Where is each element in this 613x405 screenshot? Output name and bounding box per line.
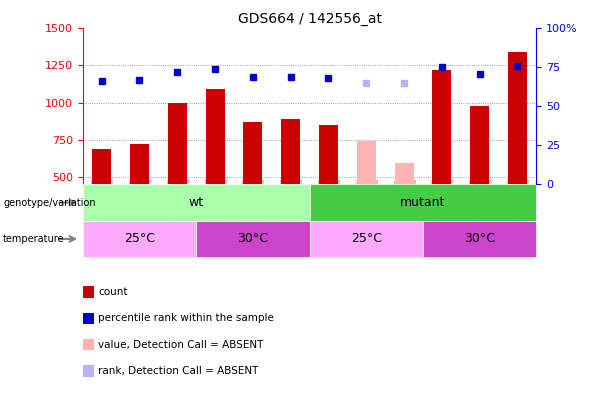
Text: rank, Detection Call = ABSENT: rank, Detection Call = ABSENT [98, 366, 259, 376]
Bar [243, 122, 262, 184]
Text: temperature: temperature [3, 234, 64, 244]
Bar [168, 102, 187, 184]
Bar [281, 119, 300, 184]
Text: mutant: mutant [400, 196, 446, 209]
Text: genotype/variation: genotype/variation [3, 198, 96, 207]
Text: value, Detection Call = ABSENT: value, Detection Call = ABSENT [98, 340, 264, 350]
Bar [470, 106, 489, 184]
Bar [508, 52, 527, 184]
Bar [196, 221, 310, 257]
Text: 25°C: 25°C [124, 232, 155, 245]
Title: GDS664 / 142556_at: GDS664 / 142556_at [238, 12, 381, 26]
Bar [310, 221, 423, 257]
Bar [130, 144, 149, 184]
Text: 25°C: 25°C [351, 232, 382, 245]
Text: count: count [98, 287, 128, 297]
Bar [432, 70, 451, 184]
Text: 30°C: 30°C [237, 232, 268, 245]
Bar [92, 149, 111, 184]
Bar [423, 221, 536, 257]
Bar [83, 184, 310, 221]
Text: percentile rank within the sample: percentile rank within the sample [98, 313, 274, 323]
Bar [83, 221, 196, 257]
Bar [395, 164, 414, 184]
Text: 30°C: 30°C [464, 232, 495, 245]
Text: wt: wt [189, 196, 204, 209]
Bar [357, 141, 376, 184]
Bar [319, 125, 338, 184]
Bar [310, 184, 536, 221]
Bar [205, 89, 224, 184]
